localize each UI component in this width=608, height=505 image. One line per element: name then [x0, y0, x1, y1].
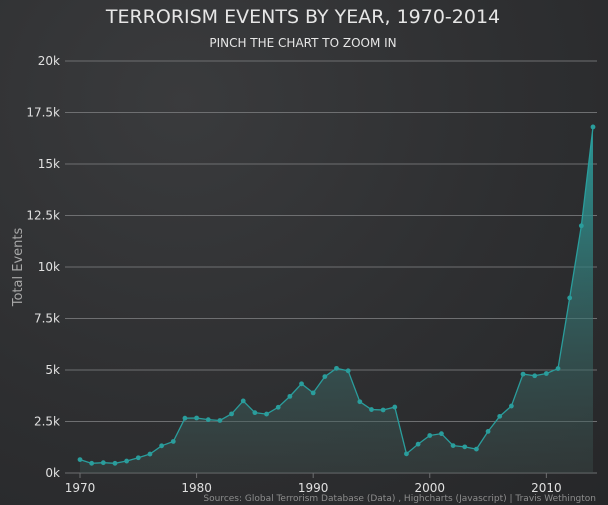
data-point-1994[interactable] [357, 399, 363, 405]
x-tick-label: 1970 [65, 481, 96, 495]
y-tick-label: 20k [38, 54, 60, 68]
data-point-2005[interactable] [485, 428, 491, 434]
data-point-2010[interactable] [543, 371, 549, 376]
data-point-2002[interactable] [450, 443, 456, 449]
data-point-2009[interactable] [532, 373, 538, 379]
data-point-1993[interactable] [345, 368, 351, 374]
data-point-2001[interactable] [439, 431, 444, 437]
series-area [80, 126, 593, 474]
data-point-1979[interactable] [182, 415, 188, 421]
data-point-2000[interactable] [427, 433, 433, 438]
series-total-events[interactable] [77, 124, 596, 474]
x-tick-label: 1990 [298, 481, 329, 495]
data-point-2004[interactable] [474, 446, 479, 452]
data-point-1987[interactable] [275, 404, 281, 410]
x-tick-label: 2010 [531, 481, 562, 495]
data-point-1981[interactable] [205, 417, 211, 423]
data-point-1999[interactable] [415, 441, 421, 447]
data-point-1984[interactable] [240, 398, 246, 404]
data-point-1972[interactable] [100, 460, 106, 466]
data-point-1977[interactable] [159, 443, 165, 449]
data-point-1997[interactable] [392, 404, 398, 410]
y-tick-label: 0k [45, 466, 60, 480]
data-point-1988[interactable] [287, 393, 293, 399]
x-axis-ticks: 1970 1980 1990 2000 2010 [65, 473, 562, 495]
y-tick-label: 7.5k [34, 312, 60, 326]
data-point-1975[interactable] [135, 455, 141, 461]
data-point-1985[interactable] [252, 410, 258, 416]
x-tick-label: 1980 [181, 481, 212, 495]
data-point-1978[interactable] [170, 439, 176, 444]
chart-subtitle: PINCH THE CHART TO ZOOM IN [209, 36, 396, 50]
data-point-1998[interactable] [404, 451, 409, 457]
data-point-2011[interactable] [555, 366, 561, 371]
chart-title: TERRORISM EVENTS BY YEAR, 1970-2014 [105, 6, 500, 28]
y-tick-label: 12.5k [26, 209, 60, 223]
data-point-1995[interactable] [369, 407, 374, 412]
data-point-1973[interactable] [112, 460, 118, 466]
data-point-1980[interactable] [194, 415, 199, 421]
data-point-1970[interactable] [77, 457, 83, 463]
grid-lines [65, 60, 597, 474]
data-point-2003[interactable] [462, 444, 468, 450]
data-point-2006[interactable] [497, 413, 503, 419]
data-point-1989[interactable] [299, 381, 304, 387]
y-tick-label: 10k [38, 260, 60, 274]
credits-text[interactable]: Sources: Global Terrorism Database (Data… [203, 494, 596, 504]
data-point-1976[interactable] [147, 451, 153, 457]
data-point-1992[interactable] [334, 365, 339, 371]
data-point-2008[interactable] [520, 371, 526, 377]
data-point-1990[interactable] [310, 390, 316, 396]
y-tick-label: 15k [38, 157, 60, 171]
data-point-1996[interactable] [380, 407, 386, 413]
y-axis-ticks: 0k 2.5k 5k 7.5k 10k 12.5k 15k 17.5k 20k [26, 54, 60, 480]
y-tick-label: 2.5k [34, 415, 60, 429]
data-point-2007[interactable] [508, 403, 514, 409]
data-point-2012[interactable] [567, 295, 573, 301]
data-point-2014[interactable] [590, 124, 596, 130]
data-point-1971[interactable] [89, 460, 95, 466]
y-tick-label: 17.5k [26, 106, 60, 120]
y-axis-title: Total Events [11, 228, 26, 308]
data-point-1983[interactable] [229, 411, 234, 417]
data-point-1974[interactable] [124, 458, 130, 464]
data-point-1982[interactable] [217, 418, 223, 423]
data-point-1986[interactable] [264, 411, 269, 417]
x-tick-label: 2000 [414, 481, 445, 495]
data-point-2013[interactable] [578, 223, 584, 229]
y-tick-label: 5k [45, 363, 60, 377]
data-point-1991[interactable] [322, 374, 328, 379]
